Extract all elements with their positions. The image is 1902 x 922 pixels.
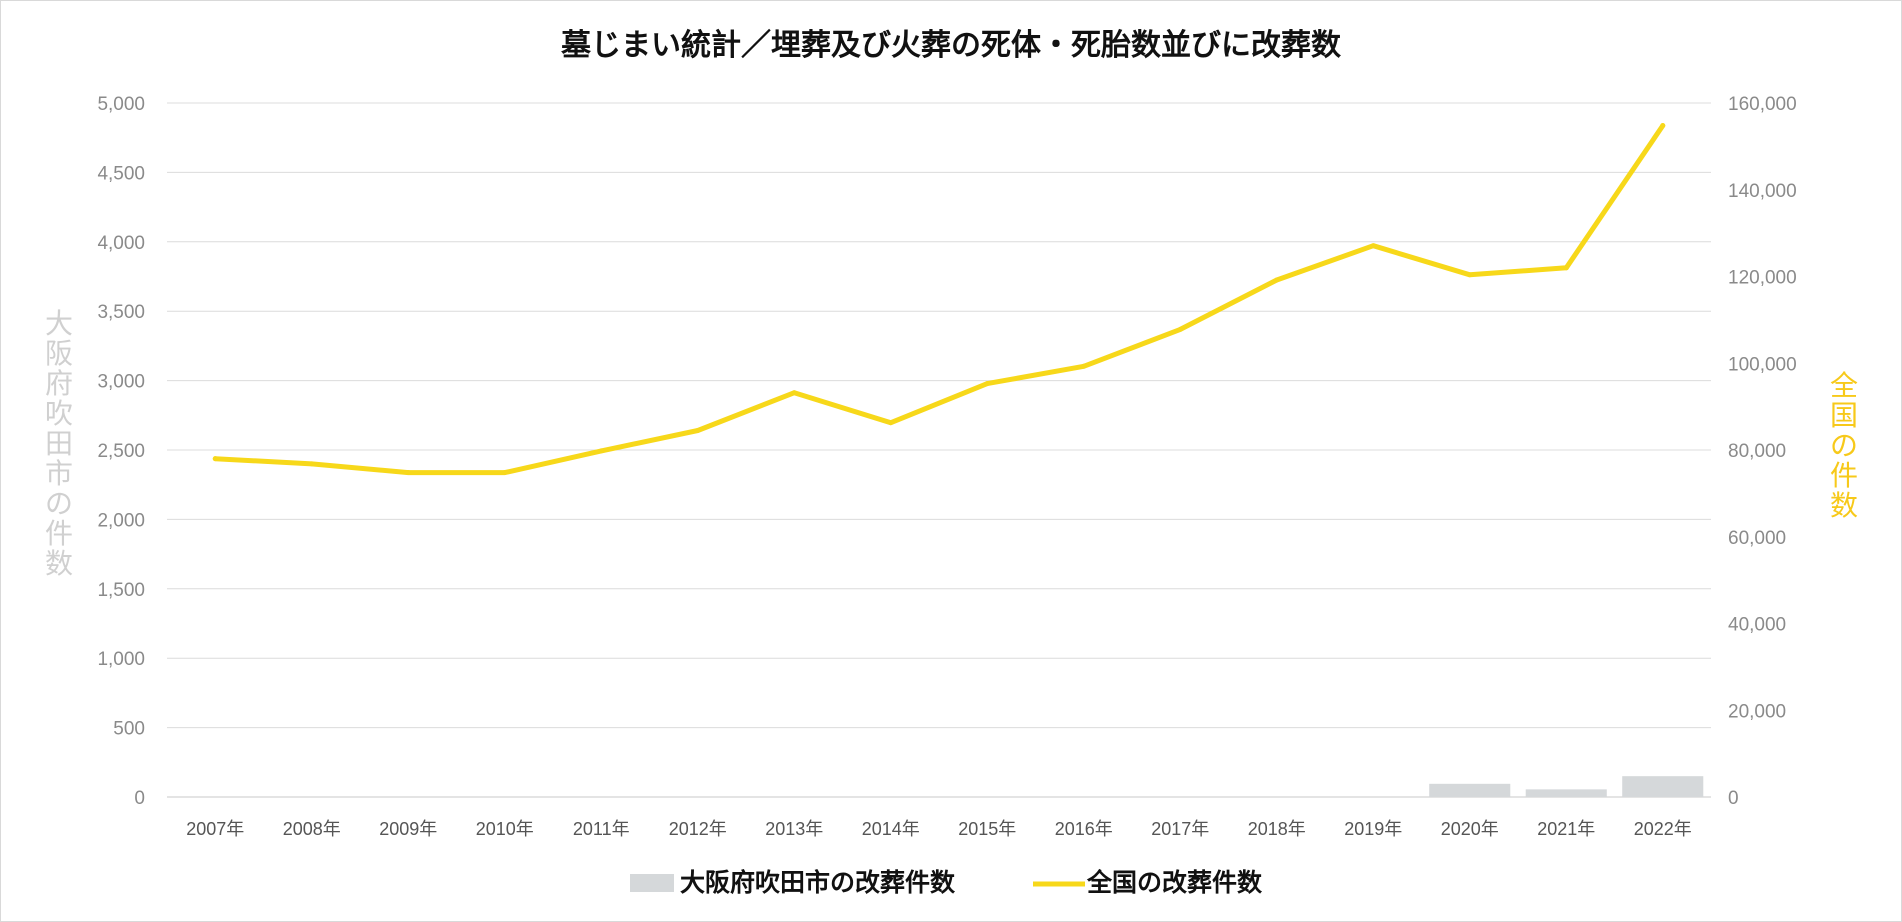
series-line	[212, 123, 1666, 476]
legend: 大阪府吹田市の改葬件数 全国の改葬件数	[630, 868, 1263, 897]
left-tick-label: 4,000	[97, 233, 145, 254]
right-tick-label: 140,000	[1728, 181, 1797, 202]
left-tick-label: 2,000	[97, 510, 145, 531]
right-axis-label-char: 件	[1830, 460, 1858, 491]
line-point	[1177, 326, 1183, 332]
left-axis-label-char: 阪	[45, 338, 73, 369]
left-axis-ticks: 0 500 1,000 1,500 2,000 2,500 3,000 3,500 4,000 4…	[97, 94, 145, 809]
left-tick-label: 5,000	[97, 94, 145, 115]
legend-bar-swatch	[630, 874, 674, 892]
line-point	[1370, 243, 1376, 249]
x-tick-label: 2018年	[1248, 819, 1306, 839]
bar-series	[1429, 776, 1704, 797]
right-tick-label: 100,000	[1728, 354, 1797, 375]
line-point	[984, 381, 990, 387]
line-series	[212, 123, 1666, 476]
legend-line-label: 全国の改葬件数	[1086, 868, 1263, 897]
left-tick-label: 4,500	[97, 163, 145, 184]
right-tick-label: 0	[1728, 788, 1739, 809]
left-axis-label-char: 市	[45, 458, 73, 489]
x-tick-label: 2021年	[1537, 819, 1595, 839]
left-tick-label: 3,000	[97, 372, 145, 393]
left-axis-label-char: の	[45, 488, 73, 519]
line-point	[1274, 277, 1280, 283]
x-tick-label: 2012年	[669, 819, 727, 839]
chart-title: 墓じまい統計／埋葬及び火葬の死体・死胎数並びに改葬数	[560, 28, 1342, 62]
line-point	[309, 461, 315, 467]
left-axis-label-char: 府	[45, 368, 73, 399]
x-tick-label: 2014年	[862, 819, 920, 839]
x-tick-label: 2015年	[958, 819, 1016, 839]
left-tick-label: 3,500	[97, 302, 145, 323]
right-tick-label: 160,000	[1728, 94, 1797, 115]
right-axis-label-char: の	[1830, 430, 1858, 461]
right-axis-label-char: 国	[1830, 400, 1858, 431]
line-point	[1563, 265, 1569, 271]
right-axis-label-char: 全	[1830, 370, 1858, 401]
left-axis-label-char: 大	[45, 308, 73, 339]
left-tick-label: 1,500	[97, 580, 145, 601]
x-tick-label: 2009年	[379, 819, 437, 839]
bar	[1622, 776, 1704, 797]
line-point	[405, 470, 411, 476]
left-tick-label: 1,000	[97, 649, 145, 670]
x-tick-label: 2022年	[1634, 819, 1692, 839]
line-point	[888, 420, 894, 426]
right-tick-label: 20,000	[1728, 701, 1786, 722]
line-point	[212, 456, 218, 462]
line-point	[502, 470, 508, 476]
right-tick-label: 120,000	[1728, 268, 1797, 289]
gridlines	[167, 102, 1711, 798]
left-tick-label: 500	[113, 719, 145, 740]
x-tick-label: 2020年	[1441, 819, 1499, 839]
x-tick-label: 2016年	[1055, 819, 1113, 839]
x-tick-label: 2007年	[186, 819, 244, 839]
left-axis-label-char: 件	[45, 518, 73, 549]
line-point	[1660, 123, 1666, 129]
left-tick-label: 2,500	[97, 441, 145, 462]
bar	[1525, 789, 1607, 797]
legend-bar-label: 大阪府吹田市の改葬件数	[680, 868, 956, 897]
x-axis-ticks: 2007年 2008年 2009年 2010年 2011年 2012年 2013年 2014年…	[186, 819, 1692, 839]
x-tick-label: 2013年	[765, 819, 823, 839]
x-tick-label: 2017年	[1151, 819, 1209, 839]
x-tick-label: 2008年	[283, 819, 341, 839]
left-axis-label-char: 田	[45, 428, 73, 459]
right-axis-label-char: 数	[1830, 490, 1858, 521]
right-tick-label: 40,000	[1728, 615, 1786, 636]
right-tick-label: 80,000	[1728, 441, 1786, 462]
x-tick-label: 2019年	[1344, 819, 1402, 839]
line-point	[695, 427, 701, 433]
right-tick-label: 60,000	[1728, 528, 1786, 549]
right-axis-ticks: 0 20,000 40,000 60,000 80,000 100,000 120,000 1…	[1728, 94, 1797, 809]
line-point	[598, 448, 604, 454]
left-axis-label-char: 吹	[45, 398, 73, 429]
line-point	[1081, 363, 1087, 369]
line-point	[791, 390, 797, 396]
x-tick-label: 2010年	[476, 819, 534, 839]
bar	[1429, 783, 1511, 797]
x-tick-label: 2011年	[573, 819, 630, 839]
left-axis-label-char: 数	[45, 548, 73, 579]
left-tick-label: 0	[134, 788, 145, 809]
line-point	[1467, 272, 1473, 278]
